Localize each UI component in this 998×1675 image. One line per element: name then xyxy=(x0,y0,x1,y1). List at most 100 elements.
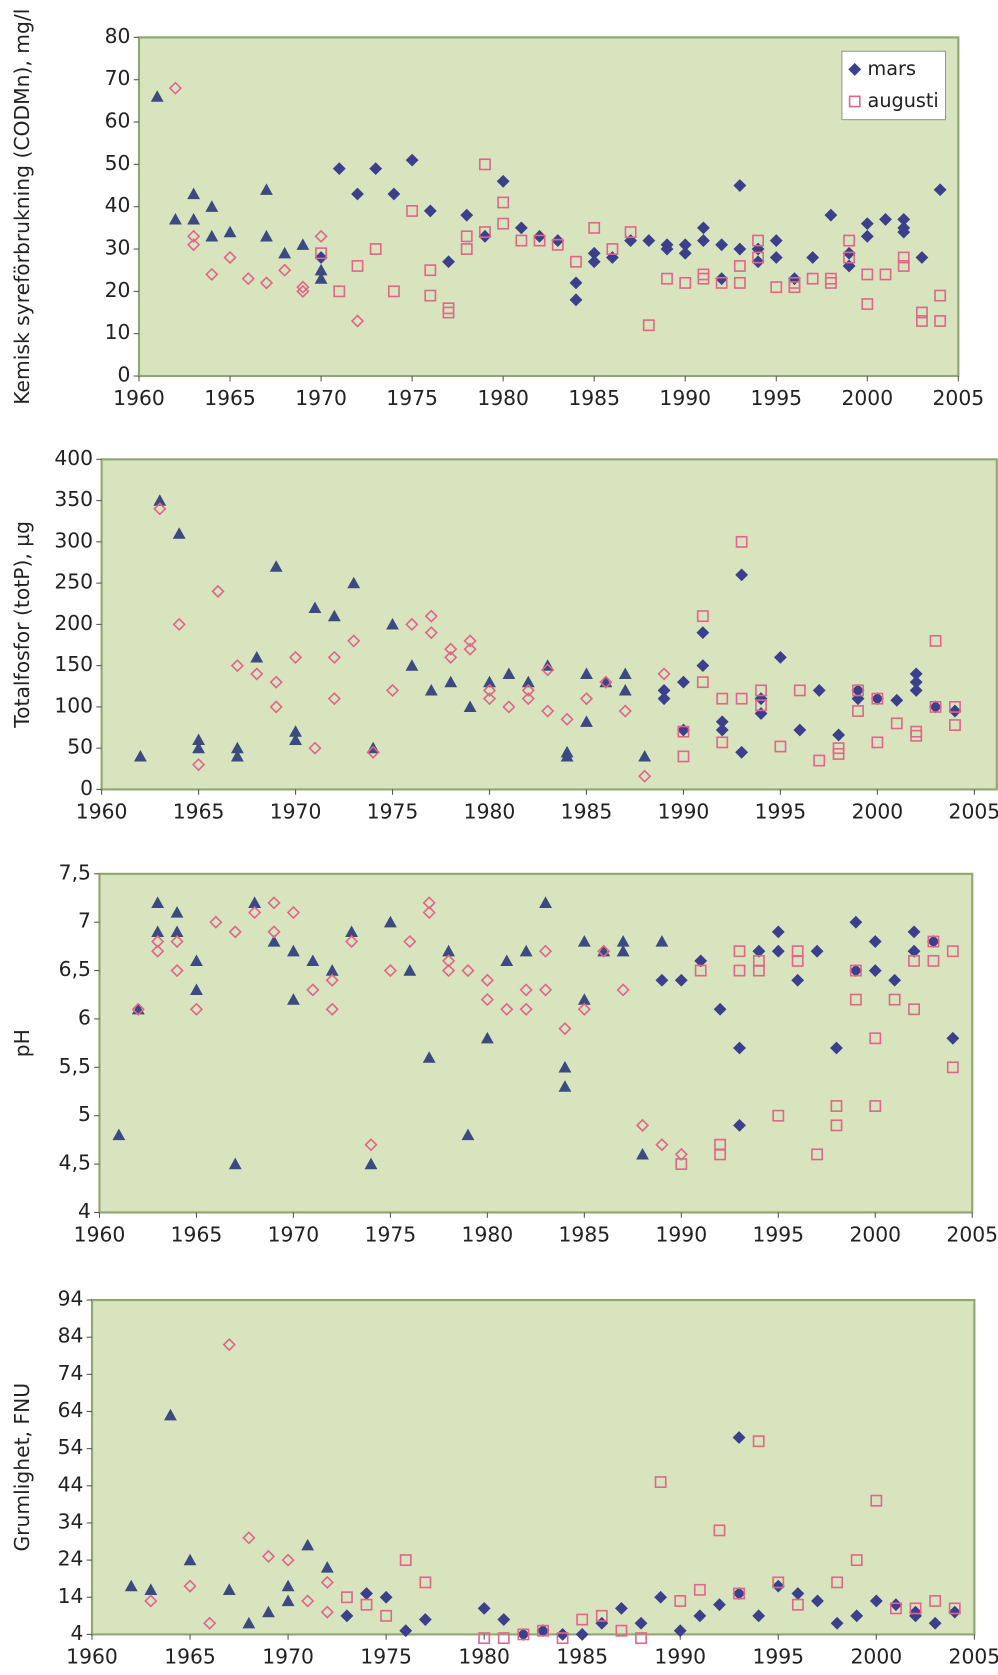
point xyxy=(890,717,903,730)
point xyxy=(928,1616,942,1630)
point xyxy=(502,667,516,680)
point xyxy=(934,315,947,327)
point xyxy=(211,584,225,598)
point xyxy=(405,617,419,631)
legend-label: mars xyxy=(868,57,916,80)
y-tick-label: 34 xyxy=(58,1509,84,1533)
x-tick-label: 1995 xyxy=(752,1222,804,1246)
x-tick-label: 2005 xyxy=(949,1644,998,1668)
x-tick-label: 1990 xyxy=(656,1222,708,1246)
point xyxy=(538,983,553,997)
point xyxy=(536,1624,550,1638)
point xyxy=(187,187,201,200)
point xyxy=(824,208,838,222)
point xyxy=(287,993,300,1005)
point xyxy=(949,700,961,713)
x-tick-label: 1995 xyxy=(752,1644,804,1668)
point xyxy=(269,560,283,572)
point xyxy=(678,238,692,252)
point xyxy=(560,750,574,762)
x-tick-label: 1960 xyxy=(74,1222,126,1246)
point xyxy=(661,272,673,285)
point xyxy=(642,234,656,247)
point xyxy=(772,1109,785,1122)
point xyxy=(733,945,746,958)
y-tick-label: 150 xyxy=(54,652,93,676)
point xyxy=(537,1624,549,1637)
point xyxy=(638,750,652,762)
point xyxy=(325,973,339,987)
point xyxy=(871,736,884,749)
point xyxy=(752,234,764,247)
point xyxy=(655,973,669,987)
point xyxy=(267,935,281,947)
point xyxy=(306,983,320,997)
point xyxy=(733,964,746,977)
x-tick-label: 1985 xyxy=(561,799,613,823)
point xyxy=(733,1587,745,1600)
point xyxy=(752,964,765,977)
point xyxy=(915,306,928,319)
point xyxy=(269,700,283,714)
y-tick-label: 80 xyxy=(105,24,131,48)
point xyxy=(406,205,419,217)
y-tick-label: 0 xyxy=(80,776,93,800)
point xyxy=(223,225,237,238)
point xyxy=(927,935,940,948)
y-tick-label: 14 xyxy=(58,1584,84,1608)
point xyxy=(752,944,766,958)
point xyxy=(380,1609,393,1622)
x-tick-label: 1990 xyxy=(654,1644,706,1668)
point xyxy=(519,1002,533,1016)
point xyxy=(908,954,920,967)
y-tick-label: 94 xyxy=(58,1287,84,1311)
point xyxy=(716,736,729,749)
point xyxy=(460,230,473,243)
point xyxy=(772,1576,785,1589)
x-tick-label: 1960 xyxy=(113,386,165,410)
point xyxy=(383,963,397,978)
point xyxy=(752,1435,765,1448)
x-tick-label: 2005 xyxy=(933,386,985,410)
point xyxy=(228,925,242,939)
point xyxy=(308,741,322,755)
point xyxy=(424,289,437,302)
point xyxy=(262,1605,275,1618)
point xyxy=(849,964,862,977)
point xyxy=(168,81,182,95)
point xyxy=(327,692,341,706)
point xyxy=(320,1605,334,1619)
point xyxy=(242,1531,256,1545)
point xyxy=(422,1051,436,1063)
point xyxy=(480,993,494,1007)
point xyxy=(870,1494,883,1507)
point xyxy=(345,934,359,949)
point xyxy=(677,725,690,738)
point xyxy=(909,667,923,681)
point xyxy=(733,276,746,289)
x-tick-label: 2005 xyxy=(946,1222,998,1246)
point xyxy=(654,1476,667,1489)
point xyxy=(655,935,669,947)
point xyxy=(715,272,729,286)
x-tick-label: 1980 xyxy=(477,386,529,410)
point xyxy=(655,1138,669,1152)
point xyxy=(732,1431,746,1444)
point xyxy=(577,935,591,947)
y-axis-label: pH xyxy=(10,1029,34,1057)
point xyxy=(347,576,361,589)
point xyxy=(677,750,690,763)
point xyxy=(250,650,264,663)
point xyxy=(460,243,473,255)
point xyxy=(502,700,516,714)
point xyxy=(933,183,947,197)
point xyxy=(192,758,206,772)
point xyxy=(205,200,219,212)
y-tick-label: 4,5 xyxy=(59,1151,91,1175)
y-tick-label: 6,5 xyxy=(59,957,91,981)
point xyxy=(558,1080,572,1092)
point xyxy=(281,1553,295,1567)
point xyxy=(399,1554,412,1567)
x-tick-label: 1985 xyxy=(568,386,620,410)
point xyxy=(477,1601,491,1615)
